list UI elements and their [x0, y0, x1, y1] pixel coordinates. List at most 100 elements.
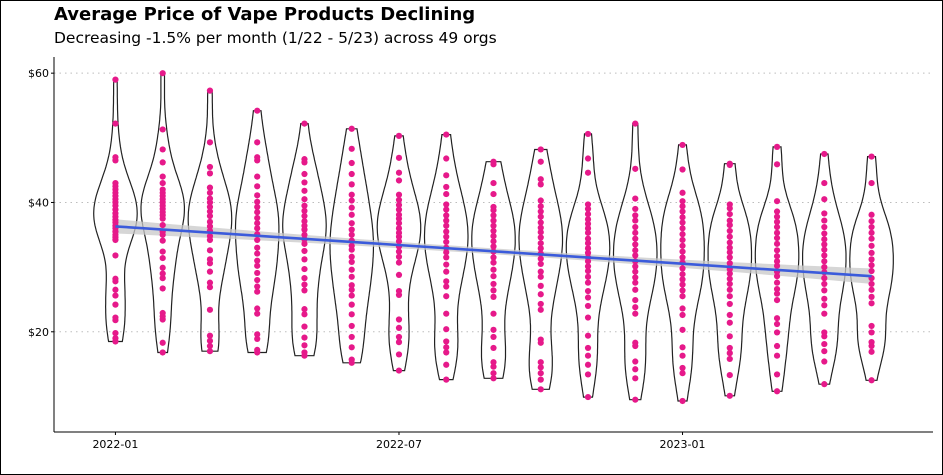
data-point: [773, 371, 781, 378]
data-point: [632, 247, 639, 254]
data-point: [443, 201, 450, 208]
data-point: [301, 212, 308, 220]
data-point: [301, 240, 308, 247]
data-point: [206, 195, 214, 202]
data-point: [443, 278, 450, 285]
y-tick-label: $60: [28, 67, 49, 80]
data-point: [159, 126, 166, 133]
data-point: [159, 309, 166, 317]
data-point: [159, 248, 166, 255]
data-point: [490, 212, 497, 219]
data-point: [443, 222, 450, 229]
data-point: [868, 211, 875, 218]
data-point: [254, 192, 261, 199]
data-point: [348, 211, 355, 218]
data-point: [773, 273, 781, 280]
data-point: [254, 250, 261, 257]
data-point: [206, 256, 214, 263]
data-point: [395, 211, 403, 218]
data-point: [395, 287, 403, 295]
data-point: [206, 189, 214, 196]
data-point: [726, 254, 733, 261]
data-point: [395, 201, 403, 209]
data-point: [301, 247, 308, 255]
data-point: [159, 222, 166, 229]
data-point: [395, 333, 403, 341]
data-point: [254, 288, 261, 295]
data-point: [821, 210, 828, 217]
data-point: [821, 223, 828, 231]
data-point: [395, 191, 403, 198]
data-point: [443, 190, 450, 198]
data-point: [206, 232, 214, 240]
data-point: [773, 329, 781, 336]
data-point: [206, 212, 214, 220]
data-point: [821, 340, 828, 348]
data-point: [301, 202, 308, 209]
data-point: [821, 295, 828, 302]
data-point: [395, 132, 403, 139]
data-point: [679, 271, 686, 278]
data-point: [584, 294, 592, 301]
data-point: [868, 329, 875, 336]
data-point: [537, 203, 544, 210]
data-point: [443, 361, 450, 368]
data-point: [348, 273, 355, 280]
data-point: [443, 249, 450, 256]
data-point: [112, 286, 119, 293]
data-point: [254, 214, 261, 222]
data-point: [348, 258, 355, 266]
data-point: [632, 205, 639, 213]
data-point: [679, 254, 686, 261]
data-point: [254, 335, 261, 342]
data-point: [679, 242, 686, 249]
data-point: [821, 230, 828, 237]
data-point: [301, 156, 308, 163]
data-point: [490, 254, 497, 261]
data-point: [112, 329, 119, 337]
data-point: [395, 271, 403, 278]
data-point: [868, 256, 875, 263]
data-point: [773, 208, 781, 215]
data-point: [773, 247, 781, 254]
data-point: [490, 227, 497, 235]
data-point: [868, 348, 875, 355]
data-point: [726, 233, 733, 240]
data-point: [206, 223, 214, 230]
data-point: [348, 253, 355, 260]
data-point: [584, 287, 592, 295]
data-point: [584, 211, 592, 218]
data-point: [348, 311, 355, 318]
data-point: [632, 268, 639, 275]
data-point: [773, 342, 781, 350]
data-point: [726, 286, 733, 293]
data-point: [821, 358, 828, 365]
data-point: [348, 282, 355, 289]
x-axis: 2022-01 2022-07 2023-01: [92, 432, 706, 451]
y-tick-label: $20: [28, 326, 49, 339]
data-point: [773, 290, 781, 297]
data-point: [584, 245, 592, 252]
data-point: [159, 70, 166, 77]
data-point: [537, 359, 544, 366]
violin-2023-01: [660, 144, 705, 402]
data-point: [490, 158, 497, 165]
data-point: [254, 183, 261, 190]
data-point: [254, 225, 261, 232]
data-point: [868, 153, 875, 160]
data-point: [254, 283, 261, 290]
data-point: [632, 165, 639, 172]
data-point: [206, 342, 214, 350]
data-point: [395, 253, 403, 260]
data-point: [726, 239, 733, 246]
data-point: [584, 302, 592, 310]
data-point: [868, 218, 875, 225]
data-point: [443, 283, 450, 290]
data-point: [159, 264, 166, 271]
gridlines: [54, 72, 933, 333]
data-point: [254, 107, 261, 114]
data-point: [443, 183, 450, 191]
data-point: [773, 198, 781, 205]
data-point: [301, 187, 308, 194]
data-point: [726, 244, 733, 251]
